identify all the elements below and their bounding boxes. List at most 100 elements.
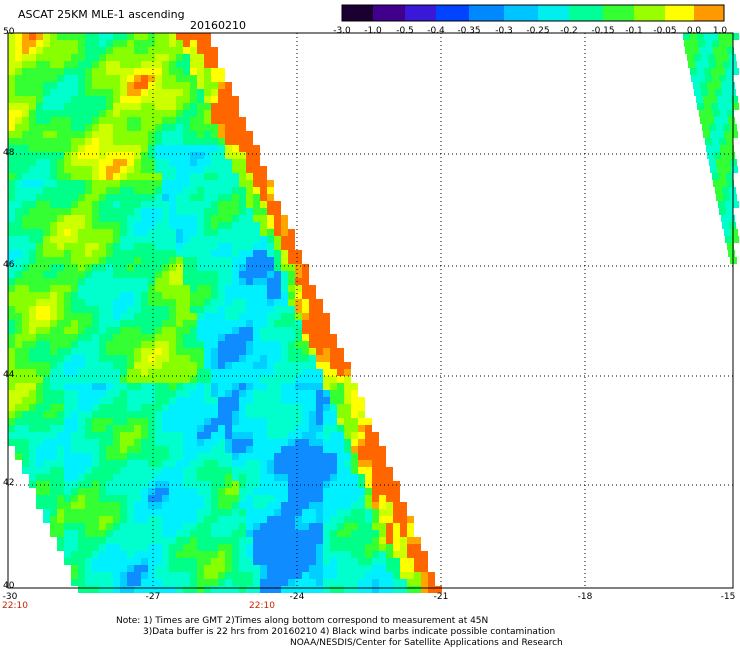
swath-pixel [691,75,698,82]
swath-pixel [707,82,714,89]
swath-pixel [92,439,99,446]
swath-pixel [141,404,148,411]
swath-pixel [260,264,267,271]
swath-pixel [120,502,127,509]
swath-pixel [719,173,726,180]
swath-pixel [435,586,442,593]
swath-pixel [155,355,162,362]
swath-pixel [288,565,295,572]
swath-pixel [693,82,700,89]
swath-pixel [22,68,29,75]
swath-pixel [92,369,99,376]
swath-pixel [267,243,274,250]
swath-pixel [190,236,197,243]
swath-pixel [134,54,141,61]
swath-pixel [204,264,211,271]
swath-pixel [239,334,246,341]
swath-pixel [127,313,134,320]
swath-pixel [705,40,712,47]
swath-pixel [344,502,351,509]
swath-pixel [169,488,176,495]
swath-pixel [36,173,43,180]
swath-pixel [15,75,22,82]
swath-pixel [169,40,176,47]
swath-pixel [120,89,127,96]
swath-pixel [323,348,330,355]
swath-pixel [204,390,211,397]
swath-pixel [197,460,204,467]
swath-pixel [218,558,225,565]
swath-pixel [162,355,169,362]
swath-pixel [183,369,190,376]
swath-pixel [218,516,225,523]
swath-pixel [169,446,176,453]
swath-pixel [8,292,15,299]
swath-pixel [218,376,225,383]
swath-pixel [295,341,302,348]
swath-pixel [15,432,22,439]
swath-pixel [113,187,120,194]
swath-pixel [148,173,155,180]
swath-pixel [183,551,190,558]
swath-pixel [407,544,414,551]
swath-pixel [43,299,50,306]
swath-pixel [127,208,134,215]
swath-pixel [176,61,183,68]
swath-pixel [274,229,281,236]
swath-pixel [148,243,155,250]
swath-pixel [421,572,428,579]
swath-pixel [162,383,169,390]
swath-pixel [274,299,281,306]
swath-pixel [295,446,302,453]
swath-pixel [246,208,253,215]
swath-pixel [267,369,274,376]
swath-pixel [723,159,730,166]
swath-pixel [162,572,169,579]
swath-pixel [337,516,344,523]
colorbar-label: -0.4 [427,26,445,36]
swath-pixel [225,236,232,243]
swath-pixel [155,474,162,481]
swath-pixel [281,502,288,509]
swath-pixel [57,467,64,474]
swath-pixel [323,544,330,551]
swath-pixel [288,362,295,369]
swath-pixel [57,397,64,404]
swath-pixel [148,537,155,544]
swath-pixel [705,75,712,82]
swath-pixel [50,292,57,299]
swath-pixel [288,334,295,341]
swath-pixel [141,54,148,61]
swath-pixel [351,572,358,579]
swath-pixel [176,355,183,362]
swath-pixel [281,341,288,348]
swath-pixel [43,40,50,47]
swath-pixel [71,509,78,516]
swath-pixel [99,516,106,523]
swath-pixel [162,376,169,383]
swath-pixel [176,348,183,355]
swath-pixel [127,33,134,40]
swath-pixel [106,348,113,355]
swath-pixel [323,397,330,404]
swath-pixel [225,425,232,432]
swath-pixel [337,411,344,418]
swath-pixel [15,236,22,243]
swath-pixel [64,509,71,516]
swath-pixel [281,271,288,278]
swath-pixel [260,208,267,215]
swath-pixel [246,278,253,285]
swath-pixel [344,460,351,467]
swath-pixel [260,348,267,355]
swath-pixel [232,285,239,292]
swath-pixel [50,390,57,397]
swath-pixel [113,523,120,530]
swath-pixel [288,411,295,418]
swath-pixel [8,145,15,152]
swath-pixel [43,61,50,68]
swath-pixel [71,131,78,138]
swath-pixel [57,502,64,509]
swath-pixel [148,124,155,131]
swath-pixel [155,82,162,89]
swath-pixel [36,355,43,362]
